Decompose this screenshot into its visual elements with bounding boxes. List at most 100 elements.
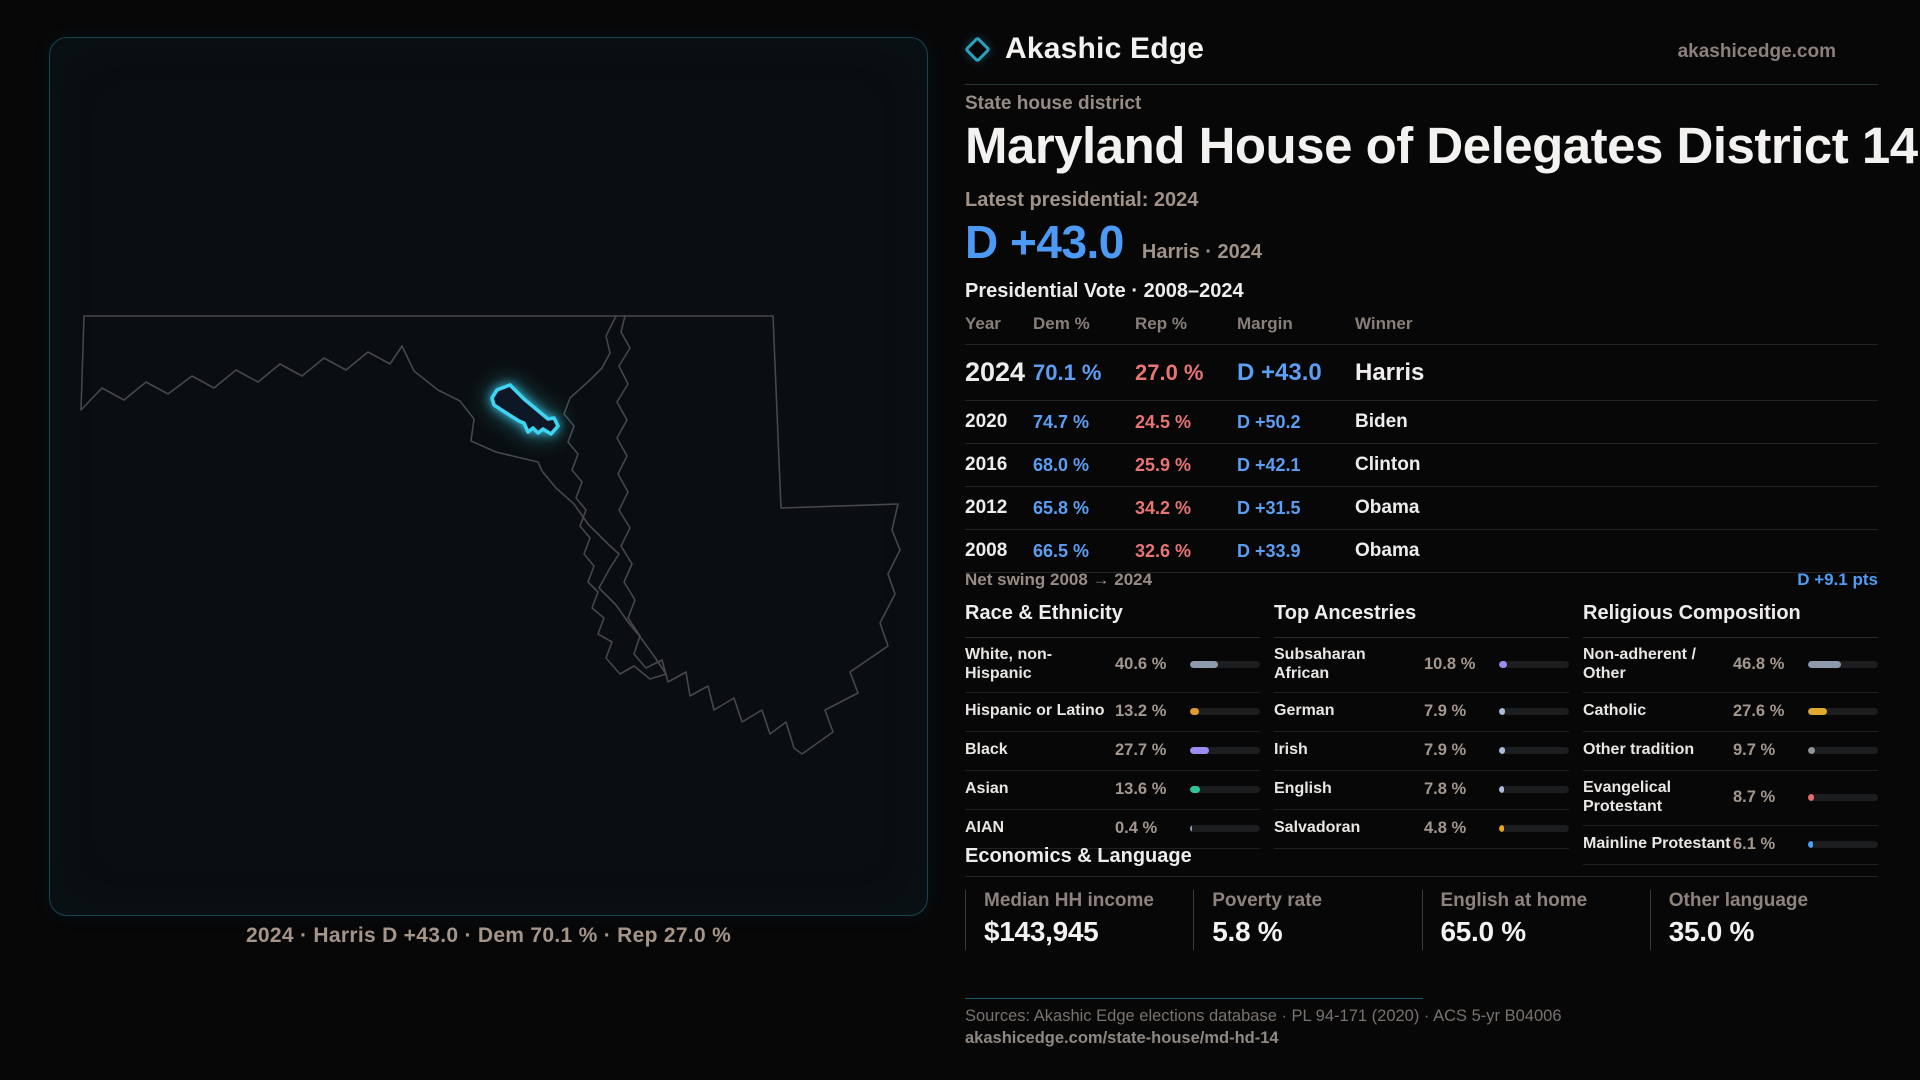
demographic-row: Asian 13.6 % <box>965 771 1260 810</box>
demographic-value: 4.8 % <box>1424 819 1467 838</box>
demographic-column: Religious Composition Non-adherent / Othe… <box>1583 602 1878 865</box>
vote-table-header: Year Dem % Rep % Margin Winner <box>965 310 1878 345</box>
demographic-value: 7.9 % <box>1424 741 1467 760</box>
vote-rep: 27.0 % <box>1135 359 1204 385</box>
bar-track <box>1808 661 1878 669</box>
vote-margin: D +33.9 <box>1237 540 1301 561</box>
bar-track <box>1808 747 1878 755</box>
footer-permalink[interactable]: akashicedge.com/state-house/md-hd-14 <box>965 1029 1279 1047</box>
latest-presidential-label: Latest presidential: 2024 <box>965 189 1199 211</box>
bar-track <box>1499 708 1569 716</box>
demographic-column: Race & Ethnicity White, non-Hispanic 40.6 … <box>965 602 1260 865</box>
demographic-row: Salvadoran 4.8 % <box>1274 810 1569 849</box>
bar-fill <box>1499 747 1505 755</box>
demographic-label: White, non-Hispanic <box>965 646 1053 682</box>
bar-fill <box>1499 708 1505 716</box>
vote-table-row: 2024 70.1 % 27.0 % D +43.0 Harris <box>965 345 1878 401</box>
vote-dem: 66.5 % <box>1033 540 1090 561</box>
kicker: State house district <box>965 93 1142 114</box>
demographic-bar <box>1498 708 1569 716</box>
economics-stat-label: Poverty rate <box>1212 890 1323 911</box>
demographic-bar <box>1189 786 1260 794</box>
vote-winner: Harris <box>1355 358 1425 386</box>
bar-fill <box>1190 786 1200 794</box>
demographic-bar <box>1807 841 1878 848</box>
demographic-bar <box>1498 786 1569 794</box>
demographic-bar <box>1189 825 1260 833</box>
vote-year: 2016 <box>965 454 1008 475</box>
bar-track <box>1190 825 1260 833</box>
vote-margin: D +50.2 <box>1237 411 1301 432</box>
vote-table-row: 2012 65.8 % 34.2 % D +31.5 Obama <box>965 487 1878 530</box>
vote-table-row: 2020 74.7 % 24.5 % D +50.2 Biden <box>965 401 1878 444</box>
bar-fill <box>1190 661 1218 669</box>
demographic-column-title: Religious Composition <box>1583 602 1878 638</box>
vote-col-header: Year <box>965 314 1001 333</box>
demographic-label: Evangelical Protestant <box>1583 778 1672 815</box>
demographic-row: Catholic 27.6 % <box>1583 693 1878 732</box>
economics-stat-value: $143,945 <box>984 916 1099 947</box>
page-title: Maryland House of Delegates District 14 <box>965 117 1918 174</box>
demographic-row: Other tradition 9.7 % <box>1583 732 1878 771</box>
header-divider <box>965 84 1878 85</box>
footer-divider <box>965 998 1423 999</box>
demographic-bar <box>1498 661 1569 669</box>
demographic-row: Irish 7.9 % <box>1274 732 1569 771</box>
state-outline-east <box>616 315 901 755</box>
bar-track <box>1499 661 1569 669</box>
maryland-map <box>80 315 901 755</box>
brand-site-link[interactable]: akashicedge.com <box>1677 41 1836 62</box>
headline-margin-value: D +43.0 <box>965 216 1124 268</box>
demographic-label: Non-adherent / Other <box>1583 646 1696 682</box>
headline-margin-row: D +43.0 Harris · 2024 <box>965 215 1262 269</box>
demographic-label: Black <box>965 741 1008 759</box>
bar-fill <box>1190 747 1209 755</box>
bar-fill <box>1808 794 1814 802</box>
bar-fill <box>1808 708 1827 716</box>
bar-fill <box>1190 708 1199 716</box>
bar-fill <box>1499 661 1507 669</box>
economics-stat: English at home 65.0 % <box>1421 890 1650 950</box>
vote-year: 2008 <box>965 540 1008 561</box>
demographic-label: Irish <box>1274 741 1308 759</box>
economics-stat-label: English at home <box>1440 890 1588 911</box>
demographic-label: Catholic <box>1583 702 1647 720</box>
demographic-value: 6.1 % <box>1733 835 1776 853</box>
economics-stat-value: 35.0 % <box>1668 916 1755 947</box>
diamond-logo-icon <box>964 36 991 63</box>
bar-fill <box>1499 825 1504 833</box>
vote-margin: D +42.1 <box>1237 454 1301 475</box>
vote-rep: 24.5 % <box>1135 411 1192 432</box>
vote-year: 2020 <box>965 411 1008 432</box>
vote-margin: D +31.5 <box>1237 497 1301 518</box>
vote-table-row: 2008 66.5 % 32.6 % D +33.9 Obama <box>965 530 1878 573</box>
vote-col-header: Margin <box>1237 314 1293 333</box>
bar-track <box>1808 794 1878 802</box>
vote-dem: 65.8 % <box>1033 497 1090 518</box>
demographic-column-title: Top Ancestries <box>1274 602 1569 638</box>
demographic-bar <box>1807 794 1878 802</box>
demographic-row: Hispanic or Latino 13.2 % <box>965 693 1260 732</box>
vote-winner: Biden <box>1355 411 1408 432</box>
demographic-label: AIAN <box>965 819 1005 837</box>
economics-stat: Poverty rate 5.8 % <box>1193 890 1421 950</box>
demographic-value: 27.7 % <box>1115 741 1167 760</box>
bar-track <box>1190 786 1260 794</box>
economics-stat-value: 5.8 % <box>1212 916 1283 947</box>
bar-fill <box>1808 747 1815 755</box>
vote-year: 2024 <box>965 357 1026 387</box>
demographic-value: 46.8 % <box>1733 655 1785 674</box>
demographic-label: German <box>1274 702 1335 720</box>
state-outline-west <box>80 315 667 680</box>
district-map-panel <box>49 37 928 916</box>
vote-year: 2012 <box>965 497 1008 518</box>
vote-table-row: 2016 68.0 % 25.9 % D +42.1 Clinton <box>965 444 1878 487</box>
demographic-value: 9.7 % <box>1733 741 1776 760</box>
demographic-column-title: Race & Ethnicity <box>965 602 1260 638</box>
vote-dem: 70.1 % <box>1033 359 1102 385</box>
economics-stats: Median HH income $143,945 Poverty rate 5.8 … <box>965 890 1878 950</box>
economics-divider <box>965 876 1878 877</box>
demographic-row: Evangelical Protestant 8.7 % <box>1583 771 1878 826</box>
demographic-bar <box>1189 747 1260 755</box>
